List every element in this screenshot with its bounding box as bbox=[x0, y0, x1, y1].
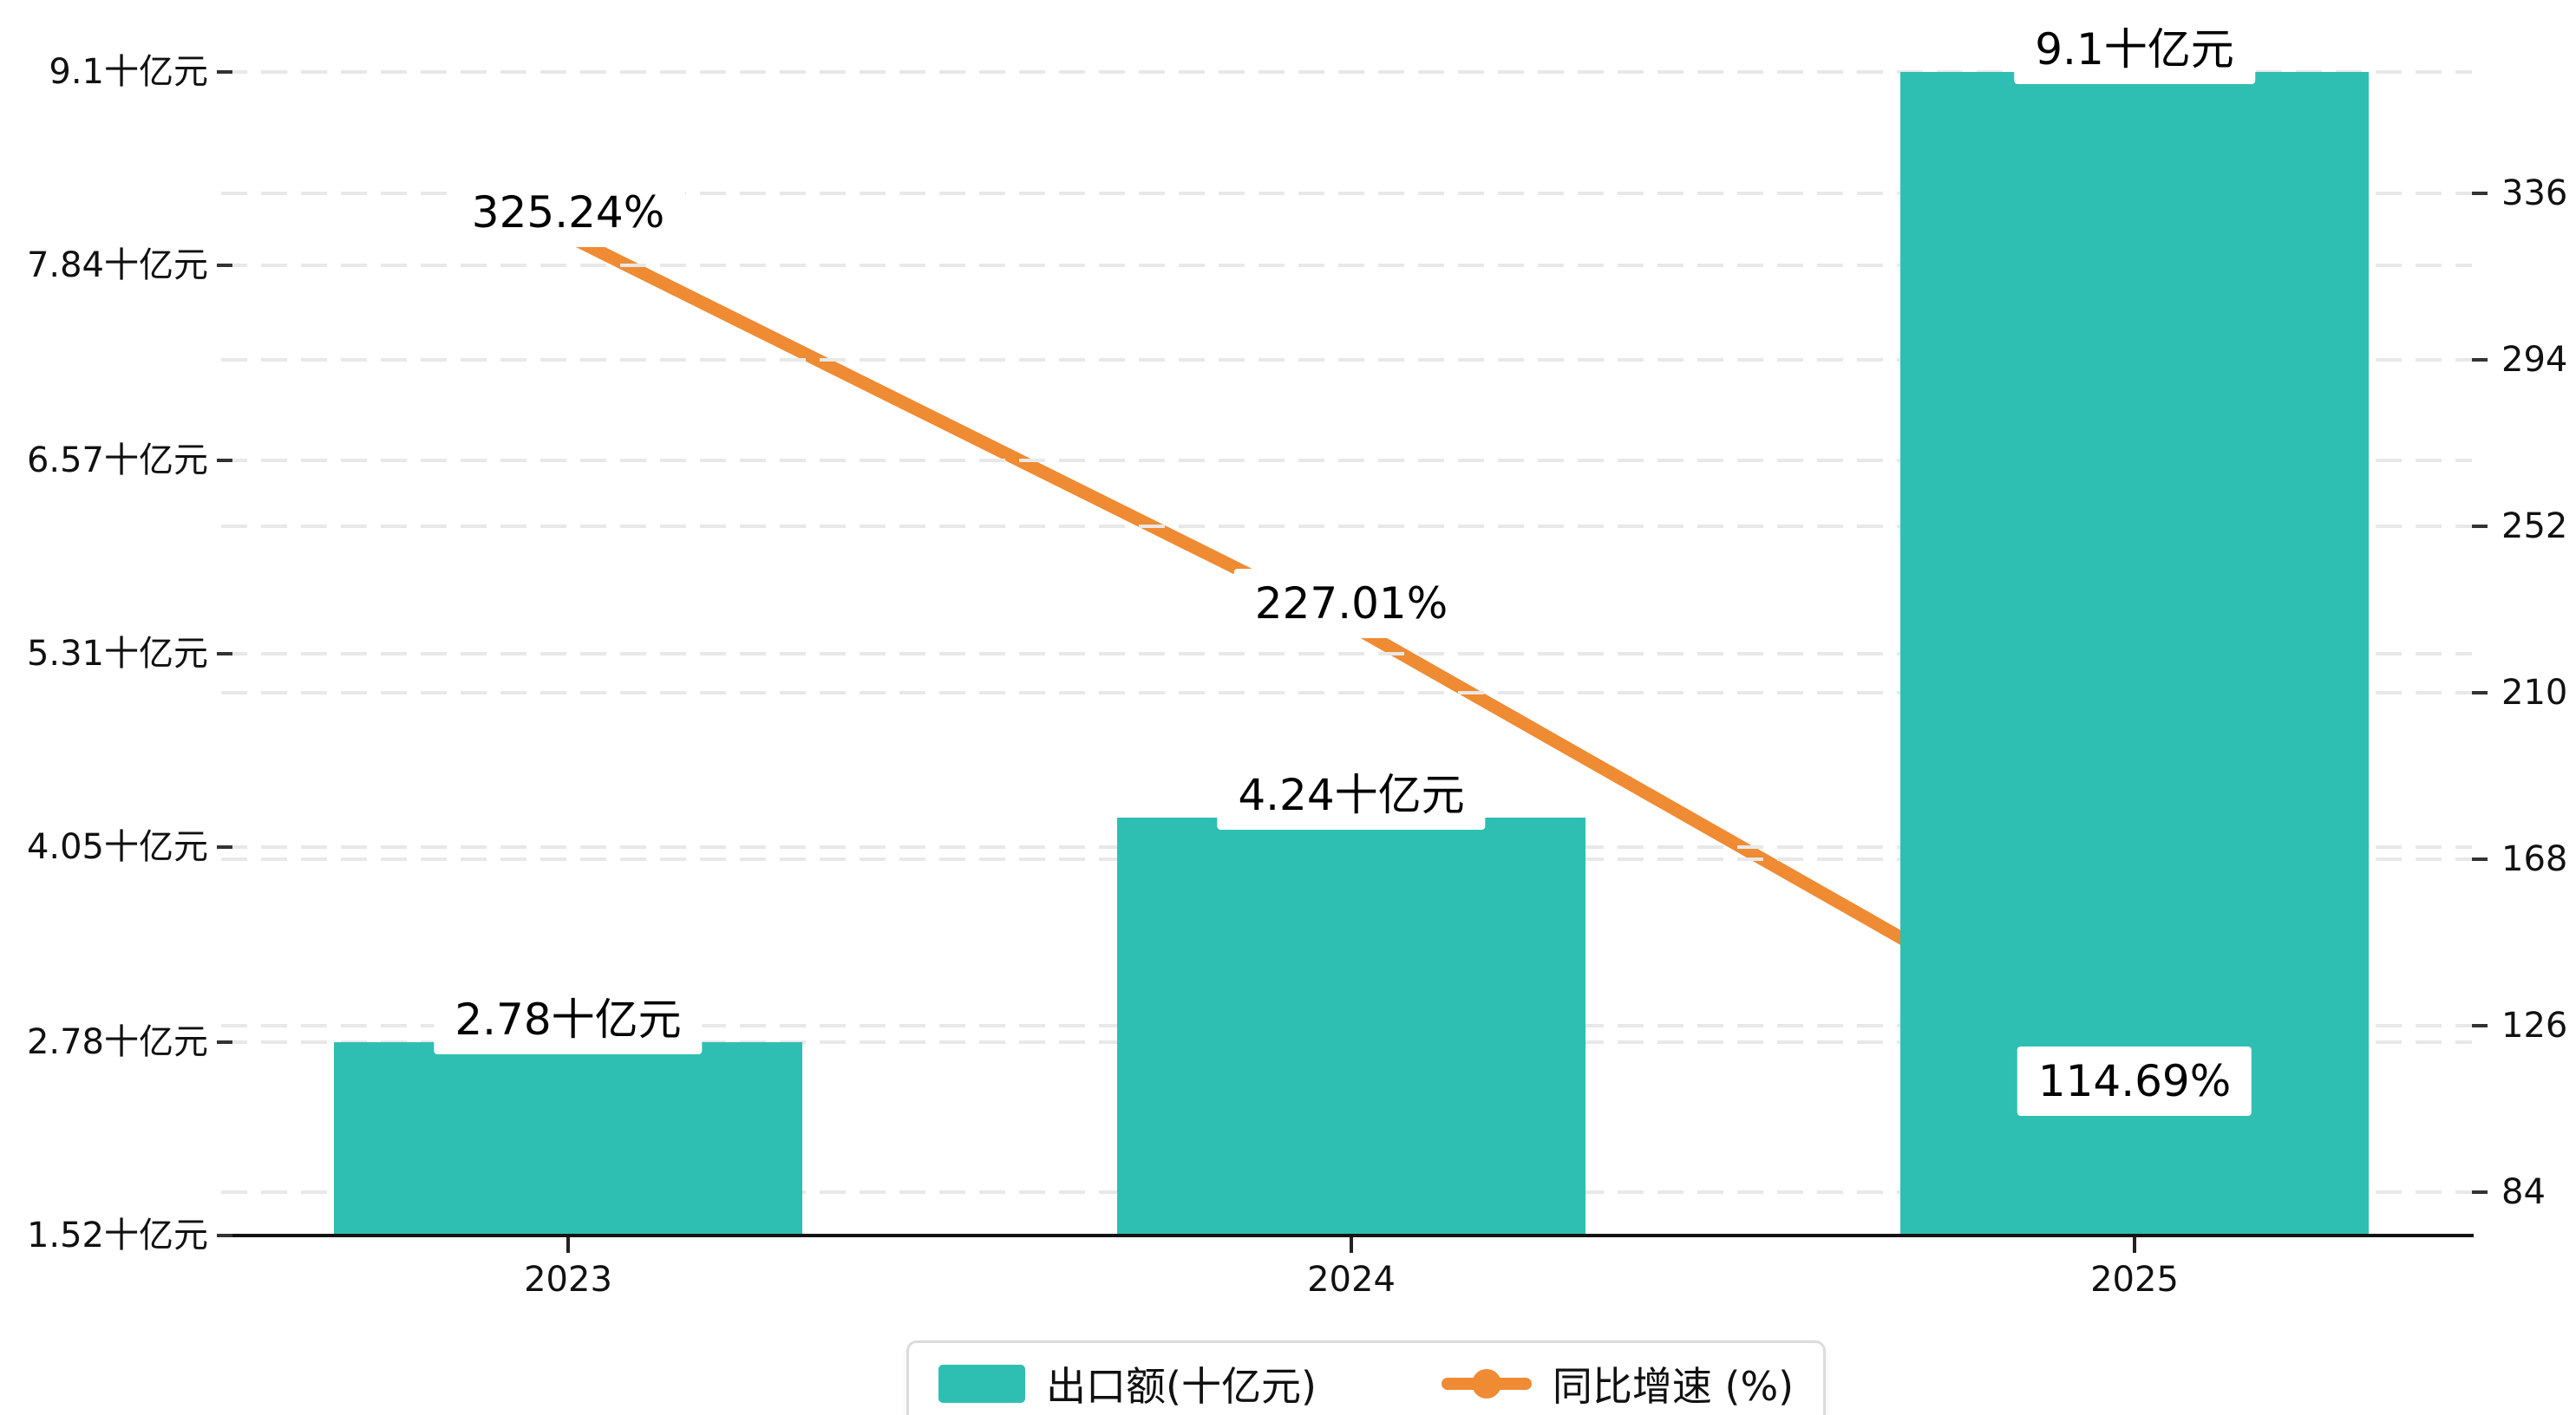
y-axis-right-tick bbox=[2472, 691, 2488, 694]
y-axis-right-tick bbox=[2472, 192, 2488, 195]
y-axis-right-tick bbox=[2472, 1190, 2488, 1194]
y-axis-left-tick bbox=[217, 1234, 232, 1237]
bar-value-label: 4.24十亿元 bbox=[1217, 760, 1486, 831]
bar-value-label: 9.1十亿元 bbox=[2014, 15, 2255, 84]
x-axis-line bbox=[219, 1234, 2474, 1237]
y-axis-right-tick bbox=[2472, 525, 2488, 528]
y-axis-left-tick bbox=[217, 652, 232, 655]
y-axis-right-label: 294 bbox=[2501, 340, 2568, 380]
y-axis-right-label: 252 bbox=[2501, 506, 2568, 546]
y-axis-right-label: 126 bbox=[2501, 1006, 2568, 1046]
y-axis-right-tick bbox=[2472, 1024, 2488, 1027]
y-axis-left-label: 9.1十亿元 bbox=[49, 52, 208, 92]
bar-2025[interactable] bbox=[1900, 72, 2369, 1234]
y-axis-left-label: 5.31十亿元 bbox=[26, 634, 208, 674]
x-axis-label-2023: 2023 bbox=[524, 1260, 612, 1300]
y-axis-right-label: 84 bbox=[2501, 1172, 2546, 1212]
legend-line-dot-icon bbox=[1441, 1365, 1532, 1403]
line-value-label: 114.69% bbox=[2017, 1046, 2252, 1116]
y-axis-right-tick bbox=[2472, 358, 2488, 362]
legend-bar-swatch-icon bbox=[938, 1365, 1025, 1403]
y-axis-left-label: 7.84十亿元 bbox=[26, 245, 208, 286]
y-axis-right-label: 210 bbox=[2501, 673, 2568, 713]
line-value-label: 227.01% bbox=[1233, 569, 1469, 639]
legend-item-export[interactable]: 出口额(十亿元) bbox=[1046, 1363, 1317, 1410]
bar-2024[interactable] bbox=[1117, 818, 1585, 1234]
x-axis-label-2024: 2024 bbox=[1307, 1260, 1396, 1300]
x-axis-tick bbox=[566, 1237, 570, 1253]
y-axis-left-label: 4.05十亿元 bbox=[26, 827, 208, 868]
x-axis-label-2025: 2025 bbox=[2090, 1260, 2179, 1300]
y-axis-left-tick bbox=[217, 70, 232, 74]
legend-item-growth[interactable]: 同比增速 (%) bbox=[1552, 1363, 1795, 1410]
y-axis-left-tick bbox=[217, 1040, 232, 1044]
y-axis-left-tick bbox=[217, 458, 232, 462]
line-value-label: 325.24% bbox=[450, 178, 686, 248]
y-axis-left-label: 1.52十亿元 bbox=[26, 1216, 208, 1255]
y-axis-left-label: 6.57十亿元 bbox=[26, 440, 208, 480]
bar-2023[interactable] bbox=[334, 1041, 802, 1234]
x-axis-tick bbox=[2133, 1237, 2136, 1253]
x-axis-tick bbox=[1350, 1237, 1353, 1253]
y-axis-right-label: 336 bbox=[2501, 173, 2568, 213]
y-axis-right-tick bbox=[2472, 857, 2488, 861]
legend: 出口额(十亿元) 同比增速 (%) bbox=[906, 1340, 1827, 1415]
y-axis-left-tick bbox=[217, 845, 232, 850]
bar-value-label: 2.78十亿元 bbox=[434, 984, 703, 1054]
y-axis-left-label: 2.78十亿元 bbox=[26, 1021, 208, 1062]
y-axis-left-tick bbox=[217, 264, 232, 268]
y-axis-right-label: 168 bbox=[2501, 839, 2568, 879]
